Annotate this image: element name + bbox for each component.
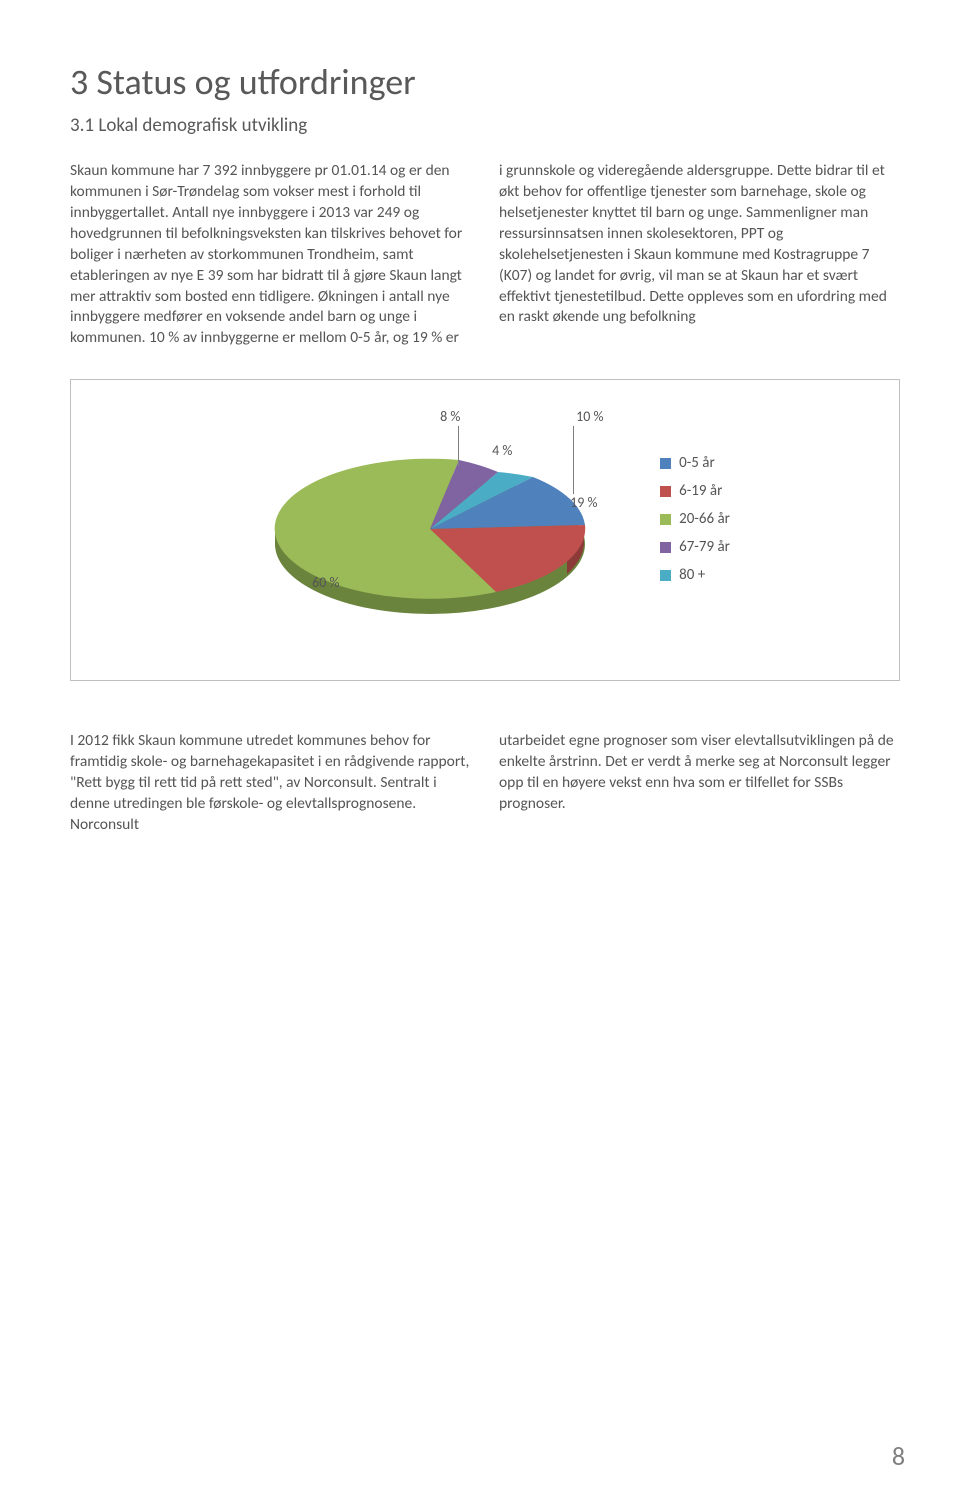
- legend-swatch-icon: [660, 458, 671, 469]
- legend-swatch-icon: [660, 486, 671, 497]
- legend-item-6-19: 6-19 år: [660, 482, 730, 500]
- legend-swatch-icon: [660, 570, 671, 581]
- legend-item-67-79: 67-79 år: [660, 538, 730, 556]
- page-number: 8: [892, 1440, 905, 1472]
- section-heading: 3 Status og utfordringer: [70, 60, 900, 104]
- top-paragraph-columns: Skaun kommune har 7 392 innbyggere pr 01…: [70, 161, 900, 349]
- legend-item-20-66: 20-66 år: [660, 510, 730, 528]
- top-left-col: Skaun kommune har 7 392 innbyggere pr 01…: [70, 161, 471, 349]
- legend-label: 80 +: [679, 566, 705, 584]
- bottom-right-col: utarbeidet egne prognoser som viser elev…: [499, 731, 900, 836]
- callout-10pct: 10 %: [576, 408, 603, 425]
- legend-swatch-icon: [660, 542, 671, 553]
- callout-19pct: 19 %: [570, 494, 597, 511]
- pie-chart-panel: 8 % 4 % 10 % 19 % 60 % 0-5 år 6-19 år 20…: [70, 379, 900, 681]
- legend-label: 6-19 år: [679, 482, 722, 500]
- top-right-col: i grunnskole og videregående aldersgrupp…: [499, 161, 900, 349]
- section-subheading: 3.1 Lokal demografisk utvikling: [70, 114, 900, 137]
- callout-60pct: 60 %: [312, 574, 339, 591]
- bottom-paragraph-columns: I 2012 fikk Skaun kommune utredet kommun…: [70, 731, 900, 836]
- legend-item-80plus: 80 +: [660, 566, 730, 584]
- callout-8pct: 8 %: [440, 408, 460, 425]
- legend-item-0-5: 0-5 år: [660, 454, 730, 472]
- chart-legend: 0-5 år 6-19 år 20-66 år 67-79 år 80 +: [660, 454, 730, 584]
- legend-label: 20-66 år: [679, 510, 730, 528]
- legend-label: 0-5 år: [679, 454, 715, 472]
- bottom-left-col: I 2012 fikk Skaun kommune utredet kommun…: [70, 731, 471, 836]
- pie-chart: 8 % 4 % 10 % 19 % 60 %: [240, 404, 620, 634]
- legend-label: 67-79 år: [679, 538, 730, 556]
- callout-4pct: 4 %: [492, 442, 512, 459]
- legend-swatch-icon: [660, 514, 671, 525]
